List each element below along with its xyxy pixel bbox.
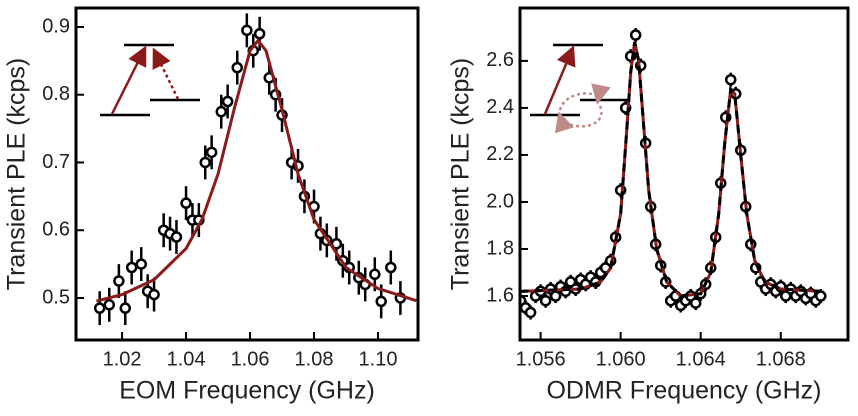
data-point	[385, 261, 397, 274]
data-point	[180, 197, 192, 209]
y-tick-label: 2.0	[486, 190, 514, 212]
y-tick-label: 2.2	[486, 143, 514, 165]
plot-frame	[518, 6, 850, 342]
x-tick-label: 1.06	[231, 348, 270, 370]
data-point	[815, 290, 827, 302]
y-tick-label: 1.6	[486, 284, 514, 306]
x-axis-label: ODMR Frequency (GHz)	[546, 377, 821, 405]
y-tick-label: 0.8	[42, 83, 70, 105]
data-point	[119, 302, 132, 314]
data-point	[549, 290, 562, 302]
fit-line	[520, 41, 821, 298]
data-point	[221, 95, 234, 108]
data-point	[93, 302, 106, 314]
x-tick-label: 1.10	[359, 348, 398, 370]
data-point	[205, 146, 218, 159]
data-point	[215, 105, 227, 118]
inset-left	[100, 43, 200, 117]
data-point	[253, 27, 266, 40]
data-point	[375, 295, 387, 308]
y-tick-label: 0.9	[42, 15, 70, 37]
data-point	[170, 231, 183, 243]
data-point	[539, 294, 552, 307]
data-point	[689, 297, 702, 309]
data-point	[135, 258, 148, 270]
x-tick-label: 1.056	[516, 348, 566, 370]
data-point	[724, 73, 737, 86]
x-tick-label: 1.08	[295, 348, 334, 370]
data-point	[199, 156, 211, 169]
data-point	[629, 29, 642, 41]
inset-right	[530, 43, 628, 134]
data-point	[103, 299, 116, 311]
y-axis-label: Transient PLE (kcps)	[3, 58, 31, 290]
x-axis-label: EOM Frequency (GHz)	[119, 377, 375, 405]
y-tick-label: 1.8	[486, 237, 514, 259]
x-tick-label: 1.04	[167, 348, 206, 370]
fit-line-dash	[520, 41, 821, 298]
x-tick-label: 1.064	[676, 348, 726, 370]
x-tick-label: 1.02	[103, 348, 142, 370]
data-point	[113, 275, 125, 287]
y-tick-label: 2.6	[486, 49, 514, 71]
data-point	[241, 24, 253, 37]
y-axis-label: Transient PLE (kcps)	[447, 58, 475, 290]
y-tick-label: 0.5	[42, 286, 70, 308]
y-tick-label: 0.7	[42, 151, 70, 173]
fit-line	[96, 38, 417, 303]
x-tick-label: 1.068	[756, 348, 806, 370]
y-tick-label: 2.4	[486, 96, 514, 118]
data-point	[369, 268, 381, 281]
plot-frame	[74, 6, 420, 342]
data-point	[231, 61, 243, 74]
data-point	[148, 288, 160, 301]
data-point	[524, 306, 537, 319]
y-tick-label: 0.6	[42, 219, 70, 241]
data-point	[125, 261, 138, 274]
x-tick-label: 1.060	[596, 348, 646, 370]
